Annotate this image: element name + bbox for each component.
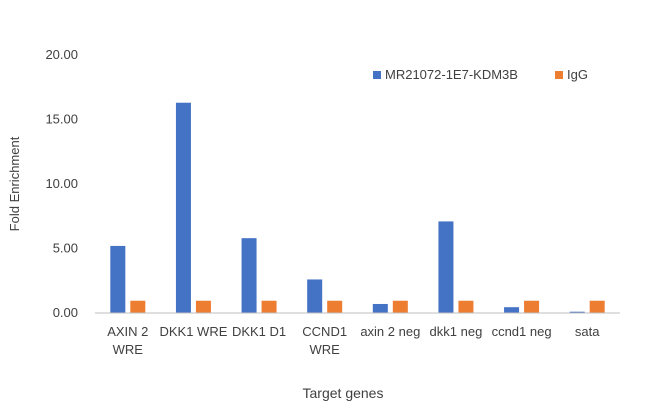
bar-igg: [195, 300, 211, 313]
bars: [110, 102, 605, 313]
x-tick-label: ccnd1 neg: [492, 324, 552, 339]
x-tick-label: AXIN 2: [107, 324, 148, 339]
y-tick-label: 0.00: [53, 305, 78, 320]
y-tick-label: 10.00: [45, 176, 78, 191]
y-tick-label: 15.00: [45, 112, 78, 127]
bar-kdm3b: [241, 238, 257, 313]
bar-kdm3b: [438, 221, 454, 313]
bar-igg: [130, 300, 146, 313]
x-tick-label: DKK1 WRE: [159, 324, 227, 339]
bar-igg: [261, 300, 277, 313]
x-tick-label: axin 2 neg: [360, 324, 420, 339]
bar-kdm3b: [504, 307, 520, 313]
bar-kdm3b: [372, 303, 388, 313]
y-tick-label: 20.00: [45, 47, 78, 62]
y-tick-label: 5.00: [53, 241, 78, 256]
legend-swatch: [373, 71, 381, 79]
x-axis-title: Target genes: [303, 385, 384, 401]
bar-kdm3b: [175, 102, 191, 313]
legend-swatch: [555, 71, 563, 79]
x-axis: AXIN 2 WRE DKK1 WRE DKK1 D1 CCND1 WRE axin 2 n…: [95, 312, 620, 357]
x-tick-label: DKK1 D1: [232, 324, 286, 339]
y-axis: 0.00 5.00 10.00 15.00 20.00: [45, 47, 78, 320]
bar-igg: [524, 300, 540, 313]
x-tick-label: sata: [575, 324, 600, 339]
bar-kdm3b: [569, 311, 585, 313]
x-tick-label: dkk1 neg: [430, 324, 483, 339]
legend-label: MR21072-1E7-KDM3B: [385, 67, 518, 82]
legend: MR21072-1E7-KDM3B IgG: [373, 67, 588, 82]
legend-label: IgG: [567, 67, 588, 82]
bar-igg: [392, 300, 408, 313]
bar-igg: [589, 300, 605, 313]
bar-igg: [327, 300, 343, 313]
x-tick-label: WRE: [113, 342, 144, 357]
bar-kdm3b: [110, 245, 126, 313]
y-axis-title: Fold Enrichment: [7, 136, 22, 231]
bar-kdm3b: [307, 279, 323, 313]
x-tick-label: WRE: [310, 342, 341, 357]
x-tick-label: CCND1: [302, 324, 347, 339]
bar-igg: [458, 300, 474, 313]
